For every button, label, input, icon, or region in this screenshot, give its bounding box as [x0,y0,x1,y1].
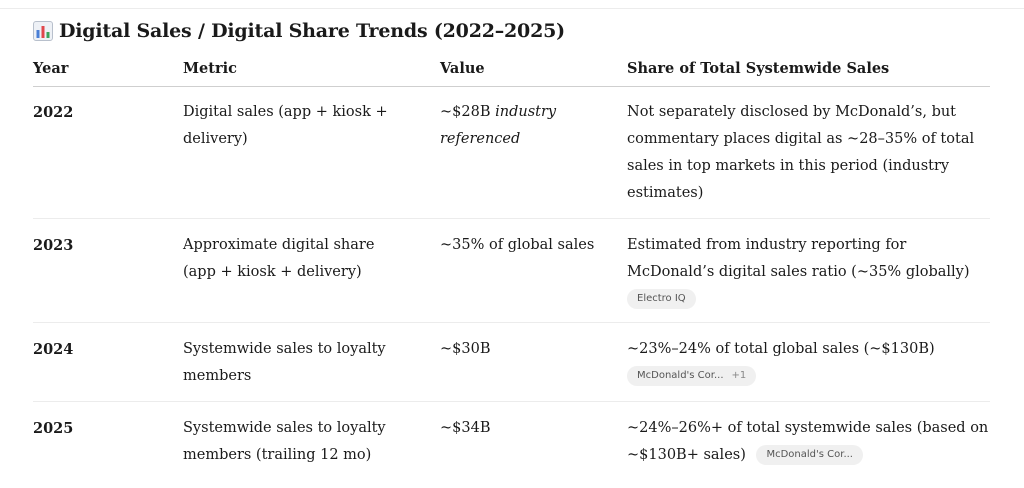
bar-chart-icon [33,21,53,41]
source-chip-label: McDonald's Cor... [766,449,853,460]
column-header-metric: Metric [183,54,440,87]
section-heading: Digital Sales / Digital Share Trends (20… [33,20,565,42]
top-divider [0,8,1024,9]
table-row: 2024 Systemwide sales to loyalty members… [33,322,990,402]
table-row: 2025 Systemwide sales to loyalty members… [33,402,990,476]
source-chip[interactable]: McDonald's Cor... +1 [627,366,757,386]
cell-share: ~23%–24% of total global sales (~$130B) … [627,322,990,402]
digital-sales-table: Year Metric Value Share of Total Systemw… [33,54,990,475]
column-header-value: Value [440,54,627,87]
cell-share: Not separately disclosed by McDonald’s, … [627,86,990,219]
table-row: 2023 Approximate digital share (app + ki… [33,218,990,323]
column-header-share: Share of Total Systemwide Sales [627,54,990,87]
section-title: Digital Sales / Digital Share Trends (20… [59,20,565,42]
column-header-year: Year [33,54,183,87]
cell-value: ~$34B [440,420,491,436]
cell-value: ~$30B [440,322,627,402]
share-text: ~24%–26%+ of total systemwide sales (bas… [627,420,989,463]
source-chip-label: McDonald's Cor... [637,370,724,381]
cell-value: ~35% of global sales [440,218,627,323]
value-text: ~$28B [440,104,491,120]
cell-metric: Systemwide sales to loyalty members (tra… [183,420,386,463]
source-chip[interactable]: McDonald's Cor... [756,445,863,465]
cell-year: 2024 [33,322,183,402]
share-text: Estimated from industry reporting for Mc… [627,237,970,280]
table-row: 2022 Digital sales (app + kiosk + delive… [33,86,990,219]
cell-metric: Digital sales (app + kiosk + delivery) [183,86,440,219]
source-chip-more: +1 [731,370,747,381]
source-chip[interactable]: Electro IQ [627,289,696,309]
cell-metric: Approximate digital share (app + kiosk +… [183,218,440,323]
cell-year: 2023 [33,218,183,323]
table-header-row: Year Metric Value Share of Total Systemw… [33,54,990,87]
source-chip-label: Electro IQ [637,293,686,304]
cell-share: Estimated from industry reporting for Mc… [627,218,990,323]
share-text: ~23%–24% of total global sales (~$130B) [627,341,935,357]
cell-metric: Systemwide sales to loyalty members [183,322,440,402]
cell-value: ~$28B industry referenced [440,86,627,219]
value-note: industry referenced [440,104,557,147]
cell-year: 2022 [33,86,183,219]
cell-share: ~24%–26%+ of total systemwide sales (bas… [627,402,990,476]
cell-year: 2025 [33,420,74,437]
